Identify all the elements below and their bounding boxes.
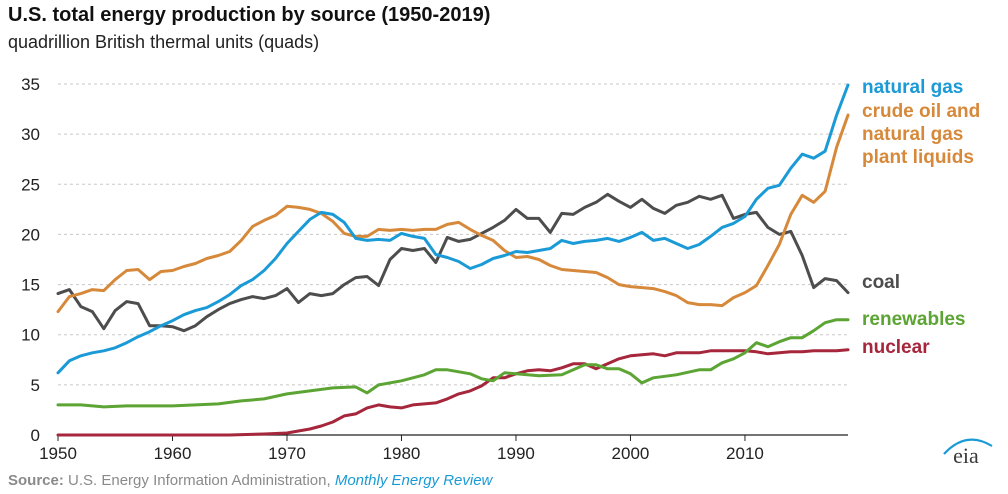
- chart-subtitle: quadrillion British thermal units (quads…: [8, 32, 320, 52]
- source-text: U.S. Energy Information Administration,: [68, 472, 331, 489]
- x-tick-label: 1990: [497, 444, 535, 463]
- chart-title: U.S. total energy production by source (…: [8, 4, 491, 26]
- y-tick-label: 15: [21, 276, 40, 295]
- series-label-crude-oil-and-natural-gas-plant-liquids: crude oil and natural gas plant liquids: [862, 101, 980, 168]
- y-tick-label: 5: [31, 376, 40, 395]
- series-label-line: natural gas: [862, 77, 963, 98]
- x-tick-label: 1960: [154, 444, 192, 463]
- eia-logo-swoosh-icon: [943, 438, 993, 455]
- y-tick-label: 0: [31, 426, 40, 445]
- series-line-crude-oil-and-natural-gas-plant-liquids: [56, 113, 850, 314]
- series-label-line: plant liquids: [862, 147, 974, 168]
- x-tick-label: 2010: [726, 444, 764, 463]
- x-tick-label: 1980: [383, 444, 421, 463]
- y-tick-label: 10: [21, 326, 40, 345]
- x-tick-label: 1970: [268, 444, 306, 463]
- series-label-line: crude oil and: [862, 101, 980, 122]
- x-tick-label: 2000: [612, 444, 650, 463]
- series-line-natural-gas: [56, 83, 850, 375]
- series-line-nuclear: [56, 348, 850, 437]
- x-tick-label: 1950: [39, 444, 77, 463]
- series-label-line: nuclear: [862, 337, 930, 358]
- y-tick-label: 30: [21, 125, 40, 144]
- y-tick-label: 35: [21, 75, 40, 94]
- eia-logo-text: eia: [953, 443, 979, 466]
- y-tick-label: 25: [21, 175, 40, 194]
- series-label-line: natural gas: [862, 124, 963, 145]
- series-label-coal: coal: [862, 272, 900, 293]
- series-label-line: renewables: [862, 309, 966, 330]
- series-line-coal: [56, 192, 850, 333]
- series-label-natural-gas: natural gas: [862, 77, 963, 98]
- source-link[interactable]: Monthly Energy Review: [334, 472, 493, 489]
- source-note: Source: U.S. Energy Information Administ…: [8, 472, 492, 489]
- series-label-nuclear: nuclear: [862, 337, 930, 358]
- series-label-line: coal: [862, 272, 900, 293]
- grid-lines: [57, 83, 848, 441]
- axis-tick-labels: 0 5 10 15 20 25 30 35 1950 1960 1970 1980 1990 2000 20…: [21, 75, 764, 463]
- y-tick-label: 20: [21, 225, 40, 244]
- eia-logo: eia: [943, 438, 993, 466]
- series-lines: [56, 83, 850, 437]
- source-label: Source:: [8, 472, 64, 489]
- series-label-renewables: renewables: [862, 309, 966, 330]
- series-line-renewables: [56, 318, 850, 409]
